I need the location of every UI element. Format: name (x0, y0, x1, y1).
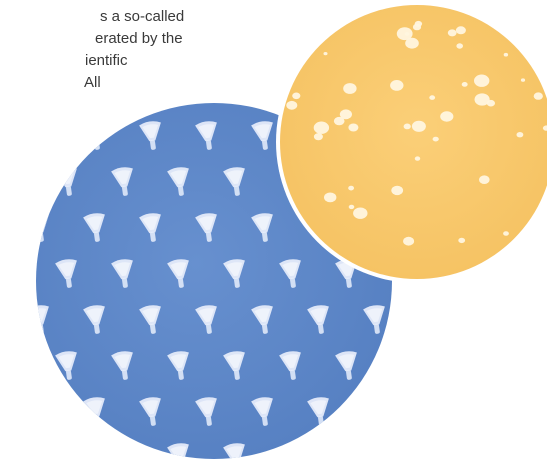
funnel-structure (0, 166, 25, 197)
droplet (456, 43, 464, 49)
funnel-structure (251, 121, 273, 150)
funnel-structure (55, 351, 77, 380)
funnel-structure (111, 443, 133, 459)
droplet (534, 249, 547, 262)
funnel-structure (36, 397, 49, 426)
funnel-structure (251, 213, 273, 242)
text-line: ientific (85, 52, 128, 69)
droplet (323, 52, 328, 56)
droplet (396, 27, 413, 41)
funnel-structure (66, 103, 72, 104)
droplet (414, 156, 421, 161)
droplet (391, 185, 404, 196)
funnel-structure (363, 397, 385, 426)
funnel-structure (0, 74, 25, 105)
droplet (461, 82, 468, 87)
droplet (447, 29, 457, 37)
funnel-structure (36, 121, 49, 150)
droplet (339, 109, 352, 120)
yellow-micrograph-circle (276, 1, 547, 283)
text-line: s a so-called (100, 8, 185, 25)
droplet (503, 52, 509, 57)
funnel-structure (139, 397, 161, 426)
funnel-structure (307, 397, 329, 426)
funnel-structure (223, 259, 245, 288)
funnel-structure (139, 305, 161, 334)
droplet (348, 204, 355, 210)
text-line: All (84, 74, 101, 91)
funnel-structure (195, 121, 217, 150)
funnel-structure (167, 351, 189, 380)
droplet (390, 80, 404, 91)
funnel-structure (234, 103, 240, 104)
funnel-structure (83, 305, 105, 334)
droplet (313, 133, 323, 141)
droplet (306, 11, 317, 20)
funnel-structure (111, 167, 133, 196)
droplet (520, 78, 526, 82)
droplet (458, 237, 466, 244)
funnel-structure (251, 397, 273, 426)
funnel-structure (419, 396, 445, 427)
droplet (542, 125, 547, 131)
droplet (533, 92, 543, 100)
funnel-structure (195, 305, 217, 334)
droplet (479, 175, 490, 184)
funnel-structure (335, 443, 357, 459)
funnel-structure (111, 259, 133, 288)
droplet (353, 207, 368, 219)
droplet (429, 95, 436, 100)
droplet (474, 93, 490, 106)
droplet (440, 111, 454, 122)
text-line: erated by the (95, 30, 183, 47)
funnel-structure (167, 259, 189, 288)
droplet (516, 132, 524, 138)
droplet (324, 192, 337, 203)
funnel-structure (55, 259, 77, 288)
funnel-structure (122, 103, 128, 104)
funnel-structure (139, 213, 161, 242)
droplet (455, 26, 466, 35)
funnel-structure (0, 442, 25, 470)
droplet (411, 120, 426, 132)
droplet (412, 23, 422, 31)
funnel-structure (307, 305, 329, 334)
funnel-structure (335, 351, 357, 380)
droplet (343, 83, 357, 94)
droplet (286, 100, 298, 110)
funnel-structure (391, 351, 392, 372)
funnel-structure (279, 443, 301, 459)
funnel-structure (83, 213, 105, 242)
droplet (503, 231, 509, 236)
funnel-structure (419, 304, 445, 335)
droplet (403, 123, 411, 130)
funnel-structure (55, 443, 77, 459)
funnel-structure (0, 350, 25, 381)
funnel-structure (279, 259, 301, 288)
droplet (348, 185, 354, 191)
droplet (403, 236, 415, 246)
funnel-structure (363, 305, 385, 334)
droplet (405, 37, 419, 49)
funnel-structure (178, 103, 184, 104)
droplet (292, 92, 301, 100)
funnel-structure (223, 351, 245, 380)
funnel-structure (391, 443, 392, 459)
funnel-structure (195, 213, 217, 242)
funnel-structure (279, 351, 301, 380)
droplet (474, 74, 490, 87)
droplet (432, 136, 439, 142)
funnel-structure (223, 167, 245, 196)
funnel-structure (139, 121, 161, 150)
funnel-structure (0, 258, 25, 289)
droplet (333, 116, 345, 126)
droplet (313, 121, 330, 134)
funnel-structure (251, 305, 273, 334)
droplet (348, 123, 359, 132)
funnel-structure (167, 167, 189, 196)
funnel-structure (111, 351, 133, 380)
funnel-structure (195, 397, 217, 426)
